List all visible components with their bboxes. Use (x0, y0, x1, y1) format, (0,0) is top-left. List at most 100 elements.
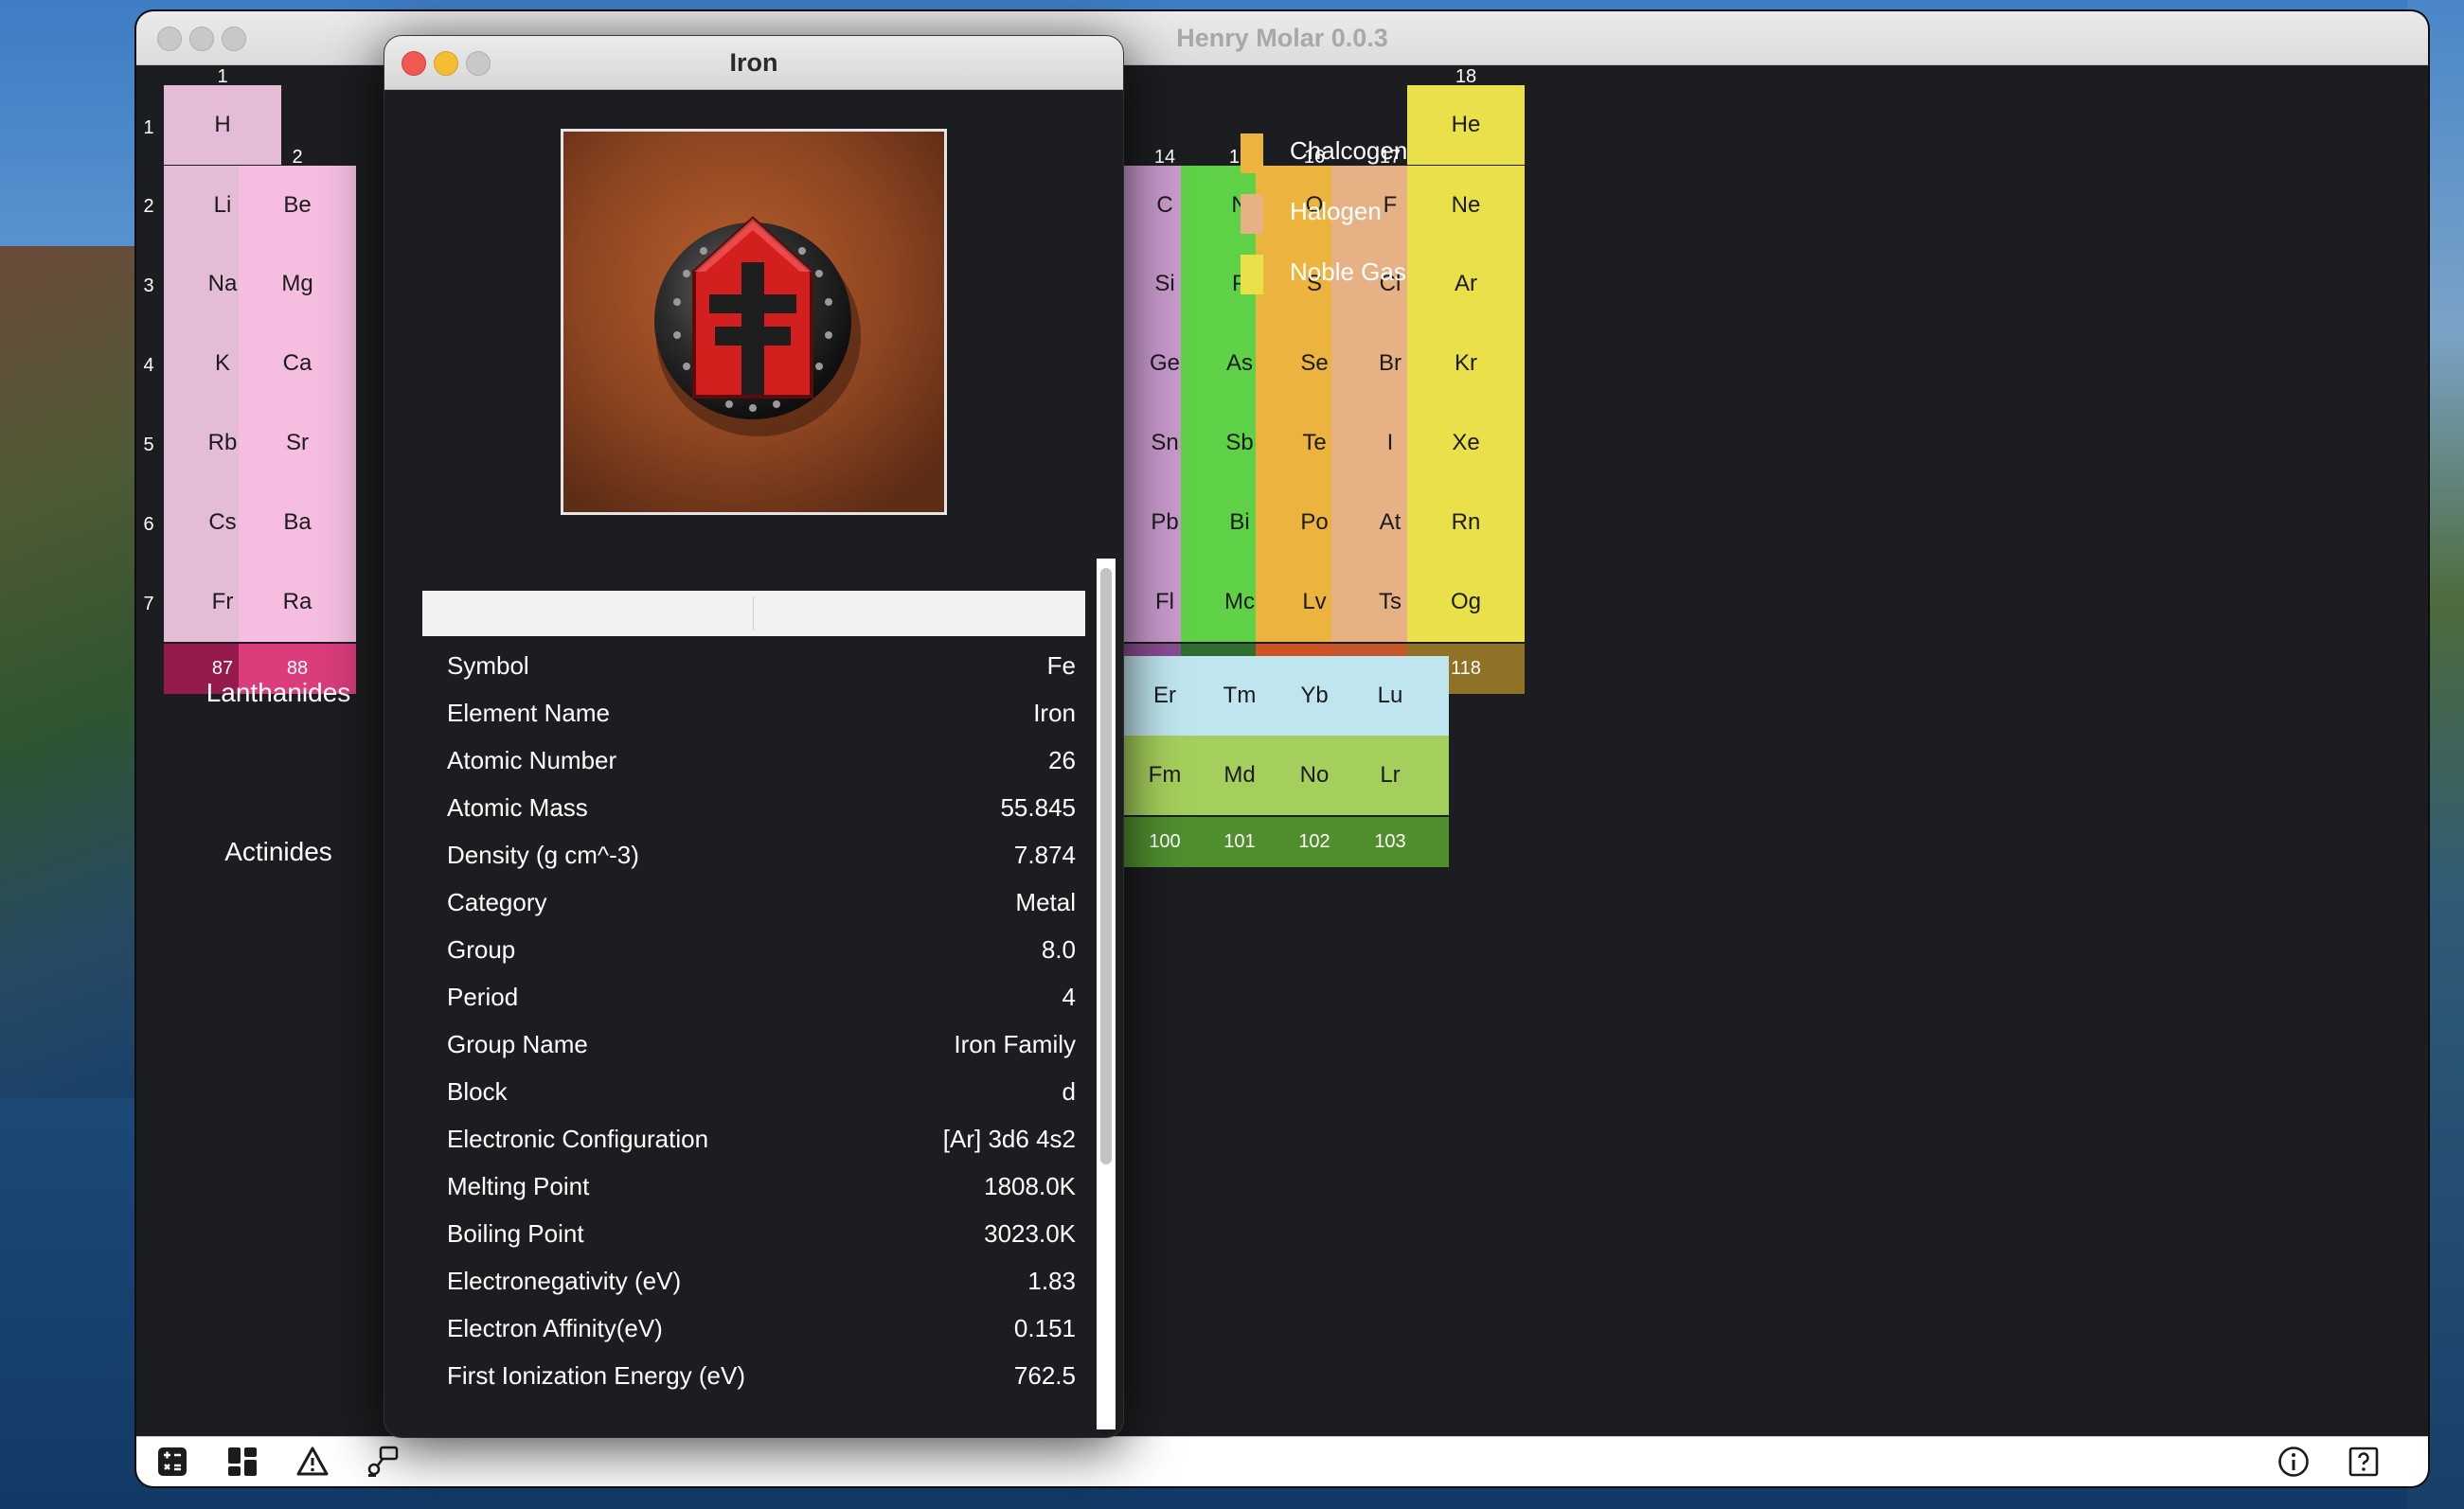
property-value: 0.151 (1013, 1314, 1076, 1342)
property-key: Density (g cm^-3) (447, 841, 639, 869)
detail-zoom-button[interactable] (466, 51, 491, 76)
element-symbol: Ar (1407, 244, 1525, 324)
minimize-button[interactable] (189, 27, 214, 51)
detail-title: Iron (729, 48, 778, 77)
property-row: Atomic Mass 55.845 (422, 784, 1085, 831)
property-value: 7.874 (1013, 841, 1076, 869)
property-key: Element Name (447, 699, 610, 727)
property-key: Electron Affinity(eV) (447, 1314, 663, 1342)
group-label: 1 (217, 66, 228, 87)
property-value: 1.83 (1027, 1267, 1076, 1295)
property-key: First Ionization Energy (eV) (447, 1361, 746, 1390)
property-scrollbar[interactable] (1097, 559, 1116, 1429)
property-row: Group 8.0 (422, 926, 1085, 973)
element-symbol: Sr (239, 403, 356, 483)
warning-icon[interactable] (295, 1445, 330, 1479)
element-cell-lr-103[interactable]: Lr 103 (1331, 736, 1449, 867)
property-key: Electronegativity (eV) (447, 1267, 682, 1295)
property-key: Electronic Configuration (447, 1125, 709, 1153)
property-row: Category Metal (422, 879, 1085, 926)
lanthanides-label: Lanthanides (205, 678, 351, 707)
detail-minimize-button[interactable] (434, 51, 458, 76)
property-key: Boiling Point (447, 1219, 584, 1248)
property-list: Symbol Fe Element Name Iron Atomic Number 26 A… (422, 642, 1085, 1399)
element-cell-ra-88[interactable]: Ra 88 (239, 562, 356, 694)
period-label: 2 (143, 196, 154, 217)
element-detail-window: Iron (384, 36, 1123, 1437)
info-icon[interactable] (2277, 1445, 2311, 1479)
tab-divider (753, 596, 754, 630)
help-icon[interactable] (2347, 1445, 2381, 1479)
zoom-button[interactable] (222, 27, 246, 51)
property-key: Melting Point (447, 1172, 590, 1200)
property-value: Fe (1046, 651, 1076, 680)
legend-label: Noble Gas (1290, 257, 1406, 286)
property-row: Melting Point 1808.0K (422, 1163, 1085, 1210)
legend-label: Halogen (1290, 197, 1382, 225)
property-row: Electron Affinity(eV) 0.151 (422, 1305, 1085, 1352)
property-row: Boiling Point 3023.0K (422, 1210, 1085, 1257)
detail-tab-bar[interactable] (422, 591, 1085, 636)
property-value: 26 (1048, 746, 1076, 774)
scrollbar-thumb[interactable] (1100, 568, 1112, 1164)
element-symbol: Lu (1331, 656, 1449, 736)
property-row: Group Name Iron Family (422, 1021, 1085, 1068)
detail-titlebar[interactable]: Iron (384, 36, 1123, 90)
element-symbol: He (1407, 85, 1525, 165)
property-key: Group (447, 935, 516, 964)
property-key: Category (447, 888, 547, 916)
period-label: 5 (143, 435, 154, 455)
dashboard-icon[interactable] (225, 1445, 259, 1479)
period-label: 4 (143, 355, 154, 376)
group-label: 14 (1153, 147, 1176, 168)
element-symbol: Lr (1331, 736, 1449, 815)
element-symbol: Be (239, 166, 356, 245)
calculator-icon[interactable] (155, 1445, 189, 1479)
legend-label: Chalcogen (1290, 136, 1408, 165)
element-symbol: Kr (1407, 324, 1525, 403)
property-value: 1808.0K (984, 1172, 1076, 1200)
element-symbol: Ca (239, 324, 356, 403)
group-label: 18 (1455, 66, 1477, 87)
legend-swatch (1241, 194, 1263, 234)
element-symbol: Ne (1407, 166, 1525, 245)
element-symbol: Og (1407, 562, 1525, 642)
property-key: Block (447, 1077, 508, 1106)
property-value: Iron Family (954, 1030, 1076, 1058)
property-key: Atomic Mass (447, 793, 588, 822)
property-row: Electronegativity (eV) 1.83 (422, 1257, 1085, 1305)
property-row: Atomic Number 26 (422, 737, 1085, 784)
period-label: 7 (143, 594, 154, 614)
property-row: Density (g cm^-3) 7.874 (422, 831, 1085, 879)
property-row: Block d (422, 1068, 1085, 1115)
property-value: Iron (1033, 699, 1076, 727)
molecule-icon[interactable] (366, 1445, 400, 1479)
property-value: [Ar] 3d6 4s2 (942, 1125, 1076, 1153)
group-label: 16 (1303, 147, 1326, 168)
close-button[interactable] (157, 27, 182, 51)
element-symbol: Ra (239, 562, 356, 642)
property-value: d (1062, 1077, 1076, 1106)
property-row: Element Name Iron (422, 689, 1085, 737)
element-image (561, 129, 947, 515)
iron-emblem-icon (563, 132, 944, 512)
element-number: 102 (1256, 817, 1373, 867)
legend-swatch (1241, 133, 1263, 173)
detail-close-button[interactable] (402, 51, 426, 76)
property-value: 762.5 (1013, 1361, 1076, 1390)
property-value: Metal (1015, 888, 1076, 916)
property-value: 4 (1062, 983, 1076, 1011)
element-symbol: Ba (239, 483, 356, 562)
period-label: 1 (143, 117, 154, 138)
group-label: 17 (1379, 147, 1402, 168)
element-symbol: Xe (1407, 403, 1525, 483)
property-row: Period 4 (422, 973, 1085, 1021)
property-value: 8.0 (1041, 935, 1076, 964)
property-key: Symbol (447, 651, 529, 680)
bottom-toolbar (136, 1436, 2428, 1486)
element-number: 103 (1331, 817, 1449, 867)
app-title: Henry Molar 0.0.3 (1176, 24, 1388, 52)
property-value: 3023.0K (984, 1219, 1076, 1248)
legend-swatch (1241, 255, 1263, 294)
element-symbol: Mg (239, 244, 356, 324)
